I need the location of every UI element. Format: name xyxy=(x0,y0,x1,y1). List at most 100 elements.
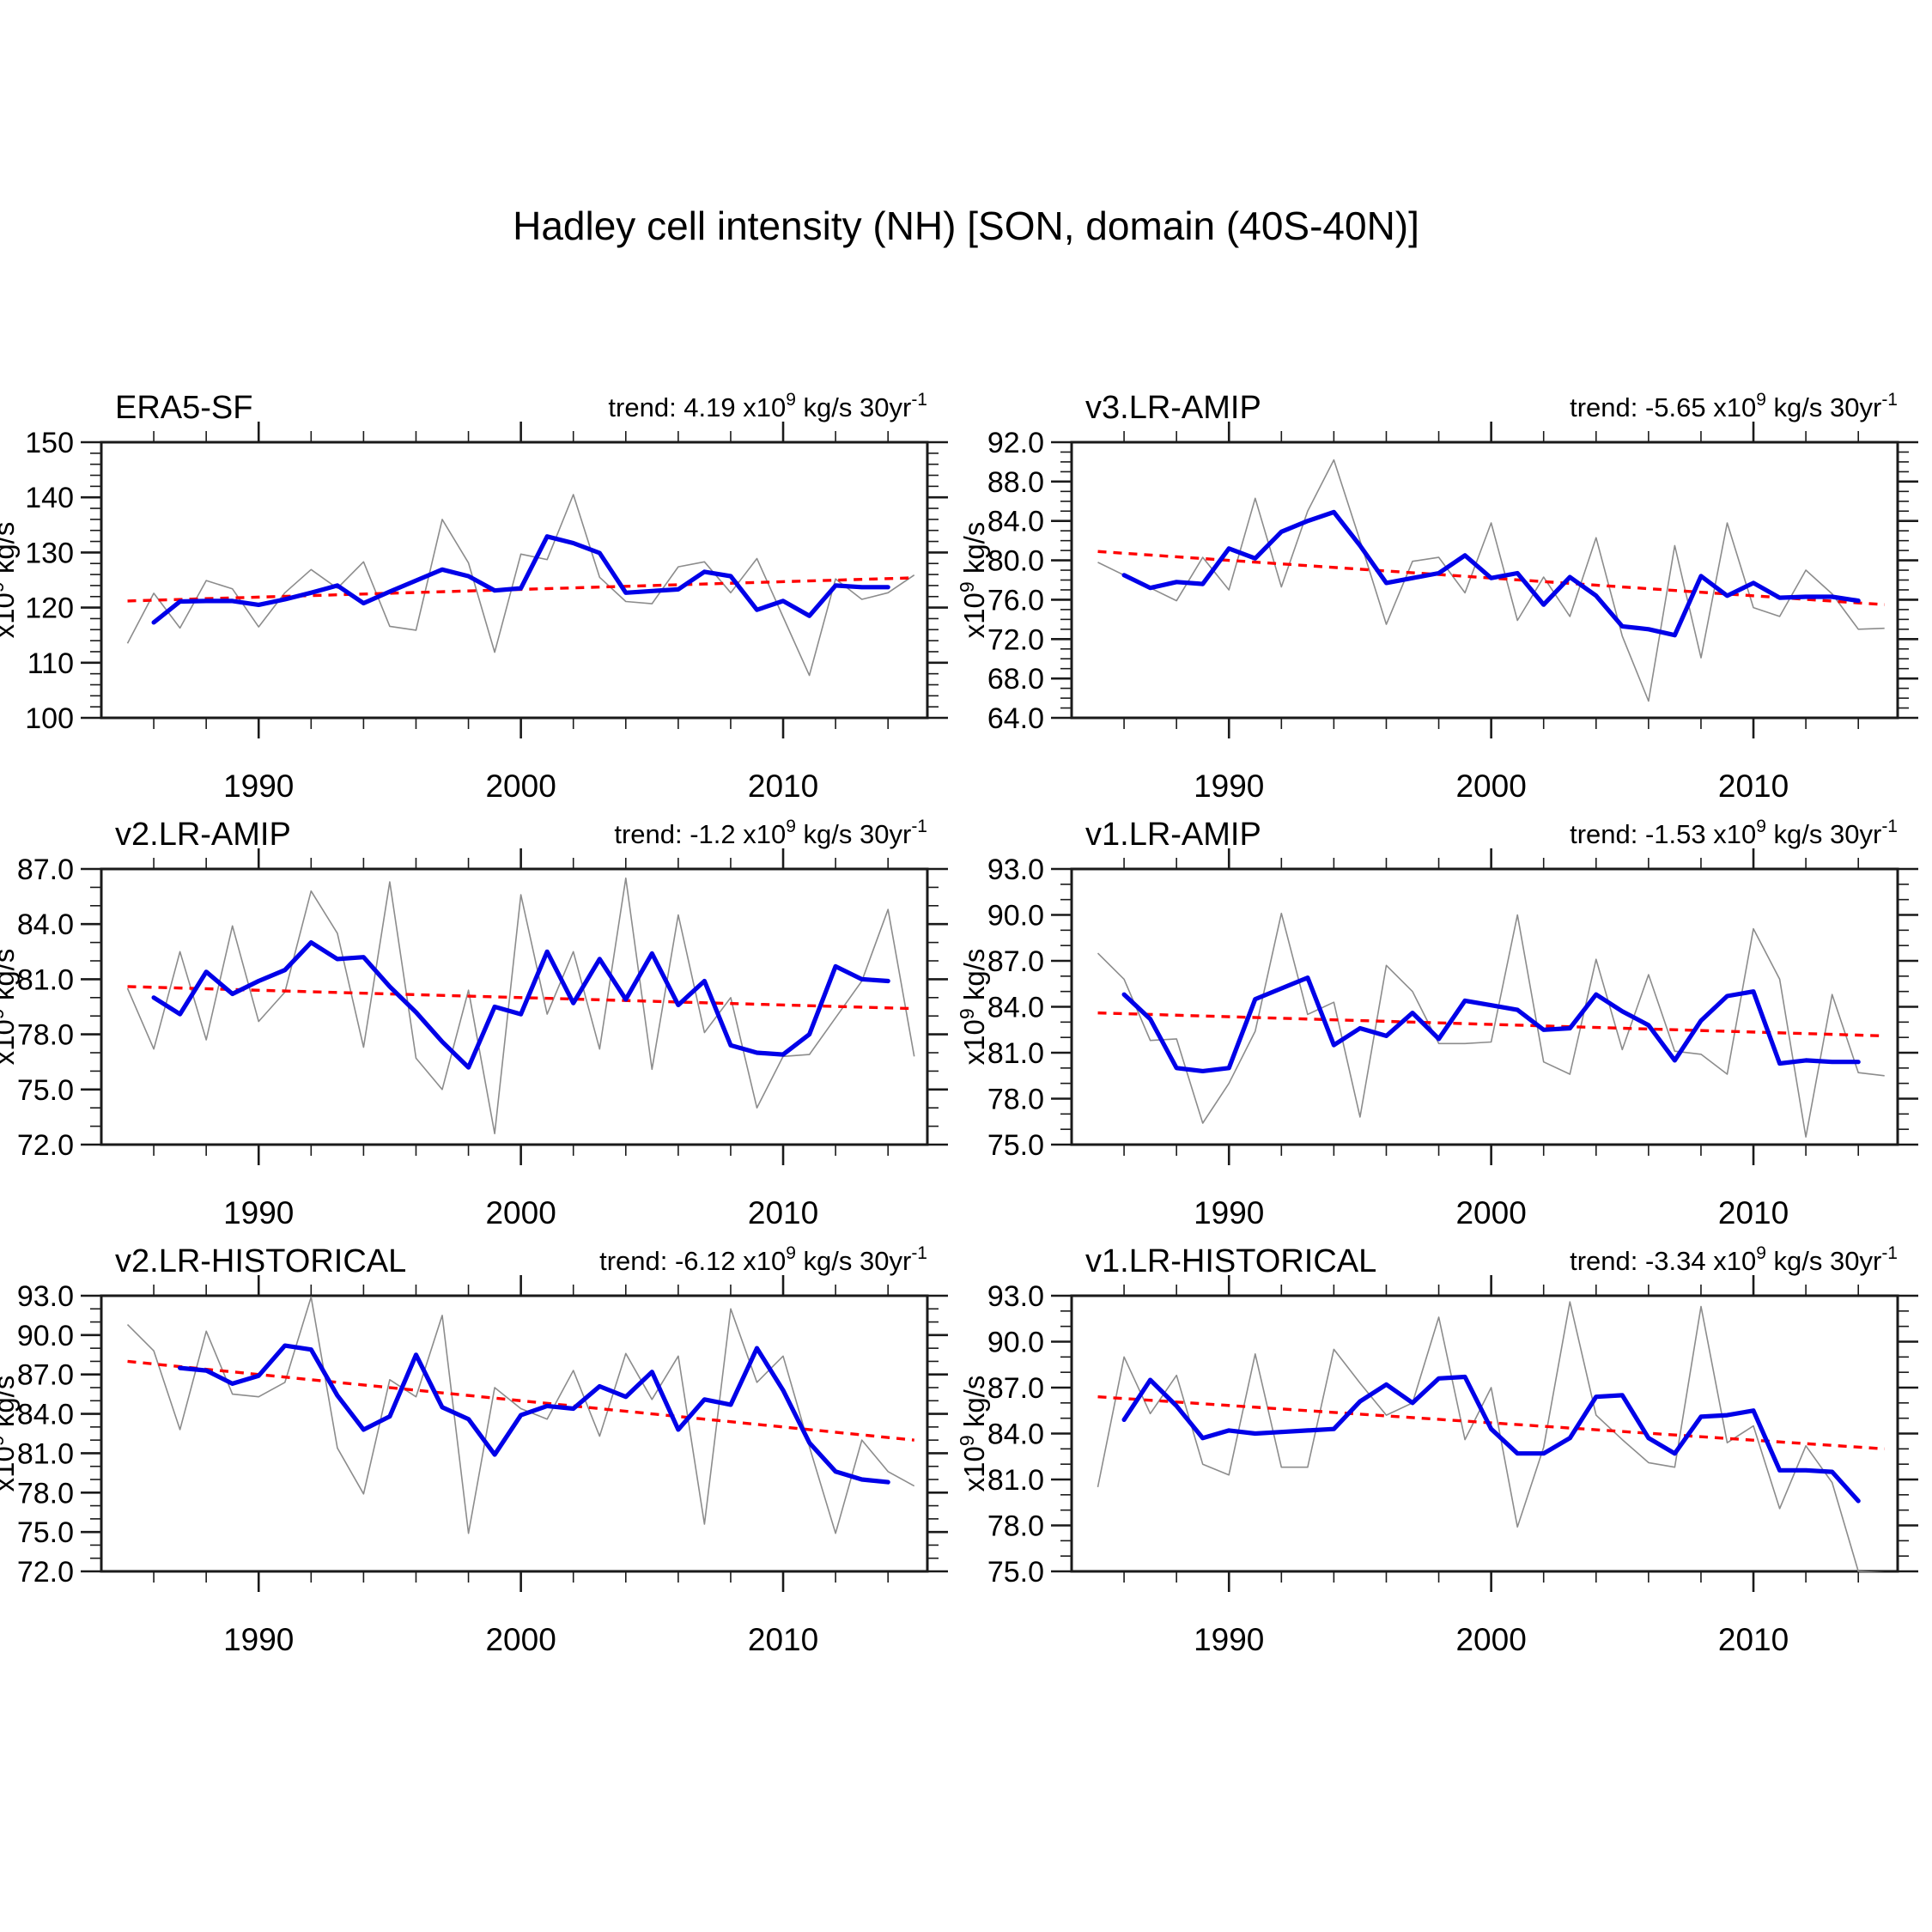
trend-line xyxy=(1097,1011,1885,1038)
x-tick-label: 2000 xyxy=(485,1622,556,1657)
y-tick-label: 110 xyxy=(27,647,74,680)
x-tick-label: 2000 xyxy=(1455,769,1526,804)
y-axis-unit-label: x109 kg/s xyxy=(0,1376,20,1492)
trend-annotation: trend: -1.53 x109 kg/s 30yr-1 xyxy=(1570,817,1898,849)
raw-series-line xyxy=(126,494,915,677)
x-tick-label: 1990 xyxy=(1194,769,1264,804)
y-tick-label: 93.0 xyxy=(17,1280,74,1313)
y-axis-unit-label: x109 kg/s xyxy=(0,522,20,639)
y-tick-label: 84.0 xyxy=(987,992,1044,1024)
trend-line xyxy=(1097,1395,1885,1451)
plot-frame xyxy=(1070,867,1899,1146)
y-tick-label: 78.0 xyxy=(17,1477,74,1510)
x-tick-label: 1990 xyxy=(223,1622,294,1657)
y-tick-label: 64.0 xyxy=(987,702,1044,735)
smoothed-series-line xyxy=(1121,509,1861,638)
y-tick-label: 84.0 xyxy=(17,908,74,941)
y-tick-label: 93.0 xyxy=(987,854,1044,886)
x-tick-label: 1990 xyxy=(1194,1622,1264,1657)
y-tick-label: 72.0 xyxy=(987,623,1044,656)
plot-frame xyxy=(1070,1294,1899,1573)
y-tick-label: 93.0 xyxy=(987,1280,1044,1313)
x-tick-label: 2010 xyxy=(1718,1622,1789,1657)
y-tick-label: 81.0 xyxy=(17,1437,74,1470)
plot-frame xyxy=(100,1294,929,1573)
y-tick-label: 75.0 xyxy=(987,1556,1044,1589)
raw-series-line xyxy=(1097,1301,1885,1572)
y-tick-label: 81.0 xyxy=(987,1037,1044,1070)
panel-title: v3.LR-AMIP xyxy=(1085,390,1261,426)
x-tick-label: 2010 xyxy=(748,769,818,804)
y-tick-label: 68.0 xyxy=(987,663,1044,696)
y-tick-label: 87.0 xyxy=(987,945,1044,978)
smoothed-series-line xyxy=(151,534,890,625)
y-tick-label: 76.0 xyxy=(987,584,1044,617)
x-tick-label: 2000 xyxy=(1455,1622,1526,1657)
y-tick-label: 78.0 xyxy=(987,1510,1044,1543)
panel-title: v1.LR-HISTORICAL xyxy=(1085,1243,1376,1279)
y-axis-unit-label: x109 kg/s xyxy=(956,522,990,639)
series-group xyxy=(1097,459,1885,702)
y-axis-unit-label: x109 kg/s xyxy=(956,1376,990,1492)
y-tick-label: 81.0 xyxy=(17,963,74,996)
trend-annotation: trend: -3.34 x109 kg/s 30yr-1 xyxy=(1570,1243,1898,1276)
y-axis-unit-label: x109 kg/s xyxy=(956,949,990,1066)
trend-annotation: trend: -6.12 x109 kg/s 30yr-1 xyxy=(599,1243,927,1276)
figure-title: Hadley cell intensity (NH) [SON, domain … xyxy=(513,204,1419,248)
x-tick-label: 1990 xyxy=(223,769,294,804)
y-tick-label: 80.0 xyxy=(987,545,1044,578)
trend-annotation: trend: 4.19 x109 kg/s 30yr-1 xyxy=(608,390,927,422)
y-tick-label: 120 xyxy=(25,592,74,625)
y-tick-label: 130 xyxy=(25,537,74,569)
raw-series-line xyxy=(1097,912,1885,1138)
series-group xyxy=(1097,912,1885,1138)
y-tick-label: 88.0 xyxy=(987,466,1044,499)
chart-panel-v3.LR-AMIP: 1990 2000 2010 64.0 68.0 72.0 76.0 80.0 84.0 88.0… xyxy=(956,390,1918,804)
plot-frame xyxy=(100,867,929,1146)
smoothed-series-line xyxy=(1121,1374,1861,1504)
y-tick-label: 90.0 xyxy=(987,900,1044,933)
panel-title: v2.LR-HISTORICAL xyxy=(115,1243,406,1279)
y-tick-label: 75.0 xyxy=(987,1129,1044,1162)
x-tick-label: 1990 xyxy=(1194,1195,1264,1230)
y-tick-label: 100 xyxy=(25,702,74,735)
y-tick-label: 92.0 xyxy=(987,427,1044,459)
series-group xyxy=(126,494,915,677)
series-group xyxy=(126,1296,915,1534)
y-tick-label: 84.0 xyxy=(17,1399,74,1431)
x-tick-label: 1990 xyxy=(223,1195,294,1230)
y-tick-label: 78.0 xyxy=(17,1019,74,1052)
chart-panel-ERA5-SF: 1990 2000 2010 100 110 120 130 140 150 x109 kg/s E… xyxy=(0,390,948,804)
y-tick-label: 90.0 xyxy=(987,1327,1044,1359)
chart-panel-v1.LR-AMIP: 1990 2000 2010 75.0 78.0 81.0 84.0 87.0 90.0 93.0… xyxy=(956,817,1918,1230)
y-tick-label: 75.0 xyxy=(17,1516,74,1549)
x-tick-label: 2010 xyxy=(1718,1195,1789,1230)
trend-annotation: trend: -5.65 x109 kg/s 30yr-1 xyxy=(1570,390,1898,422)
x-tick-label: 2000 xyxy=(1455,1195,1526,1230)
trend-annotation: trend: -1.2 x109 kg/s 30yr-1 xyxy=(614,817,927,849)
y-axis-unit-label: x109 kg/s xyxy=(0,949,20,1066)
smoothed-series-line xyxy=(151,940,890,1070)
chart-panel-v1.LR-HISTORICAL: 1990 2000 2010 75.0 78.0 81.0 84.0 87.0 90.0 93.0… xyxy=(956,1243,1918,1657)
x-tick-label: 2010 xyxy=(1718,769,1789,804)
y-tick-label: 84.0 xyxy=(987,506,1044,538)
y-tick-label: 84.0 xyxy=(987,1419,1044,1451)
x-tick-label: 2000 xyxy=(485,769,556,804)
y-tick-label: 78.0 xyxy=(987,1084,1044,1116)
raw-series-line xyxy=(126,1296,915,1534)
y-tick-label: 150 xyxy=(25,427,74,459)
plot-frame xyxy=(1070,440,1899,720)
raw-series-line xyxy=(1097,459,1885,702)
y-tick-label: 140 xyxy=(25,482,74,514)
y-tick-label: 81.0 xyxy=(987,1464,1044,1497)
chart-panel-v2.LR-HISTORICAL: 1990 2000 2010 72.0 75.0 78.0 81.0 84.0 87.0 90.0… xyxy=(0,1243,948,1657)
chart-panel-v2.LR-AMIP: 1990 2000 2010 72.0 75.0 78.0 81.0 84.0 87.0 x109… xyxy=(0,817,948,1230)
series-group xyxy=(126,877,915,1135)
y-tick-label: 90.0 xyxy=(17,1320,74,1352)
y-tick-label: 75.0 xyxy=(17,1074,74,1107)
x-tick-label: 2010 xyxy=(748,1622,818,1657)
trend-line xyxy=(127,985,914,1011)
panel-title: v2.LR-AMIP xyxy=(115,817,291,853)
panel-title: ERA5-SF xyxy=(115,390,252,426)
